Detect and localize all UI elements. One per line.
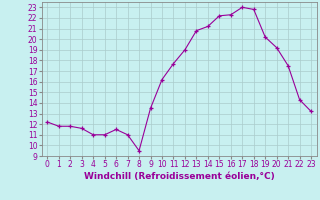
X-axis label: Windchill (Refroidissement éolien,°C): Windchill (Refroidissement éolien,°C): [84, 172, 275, 181]
